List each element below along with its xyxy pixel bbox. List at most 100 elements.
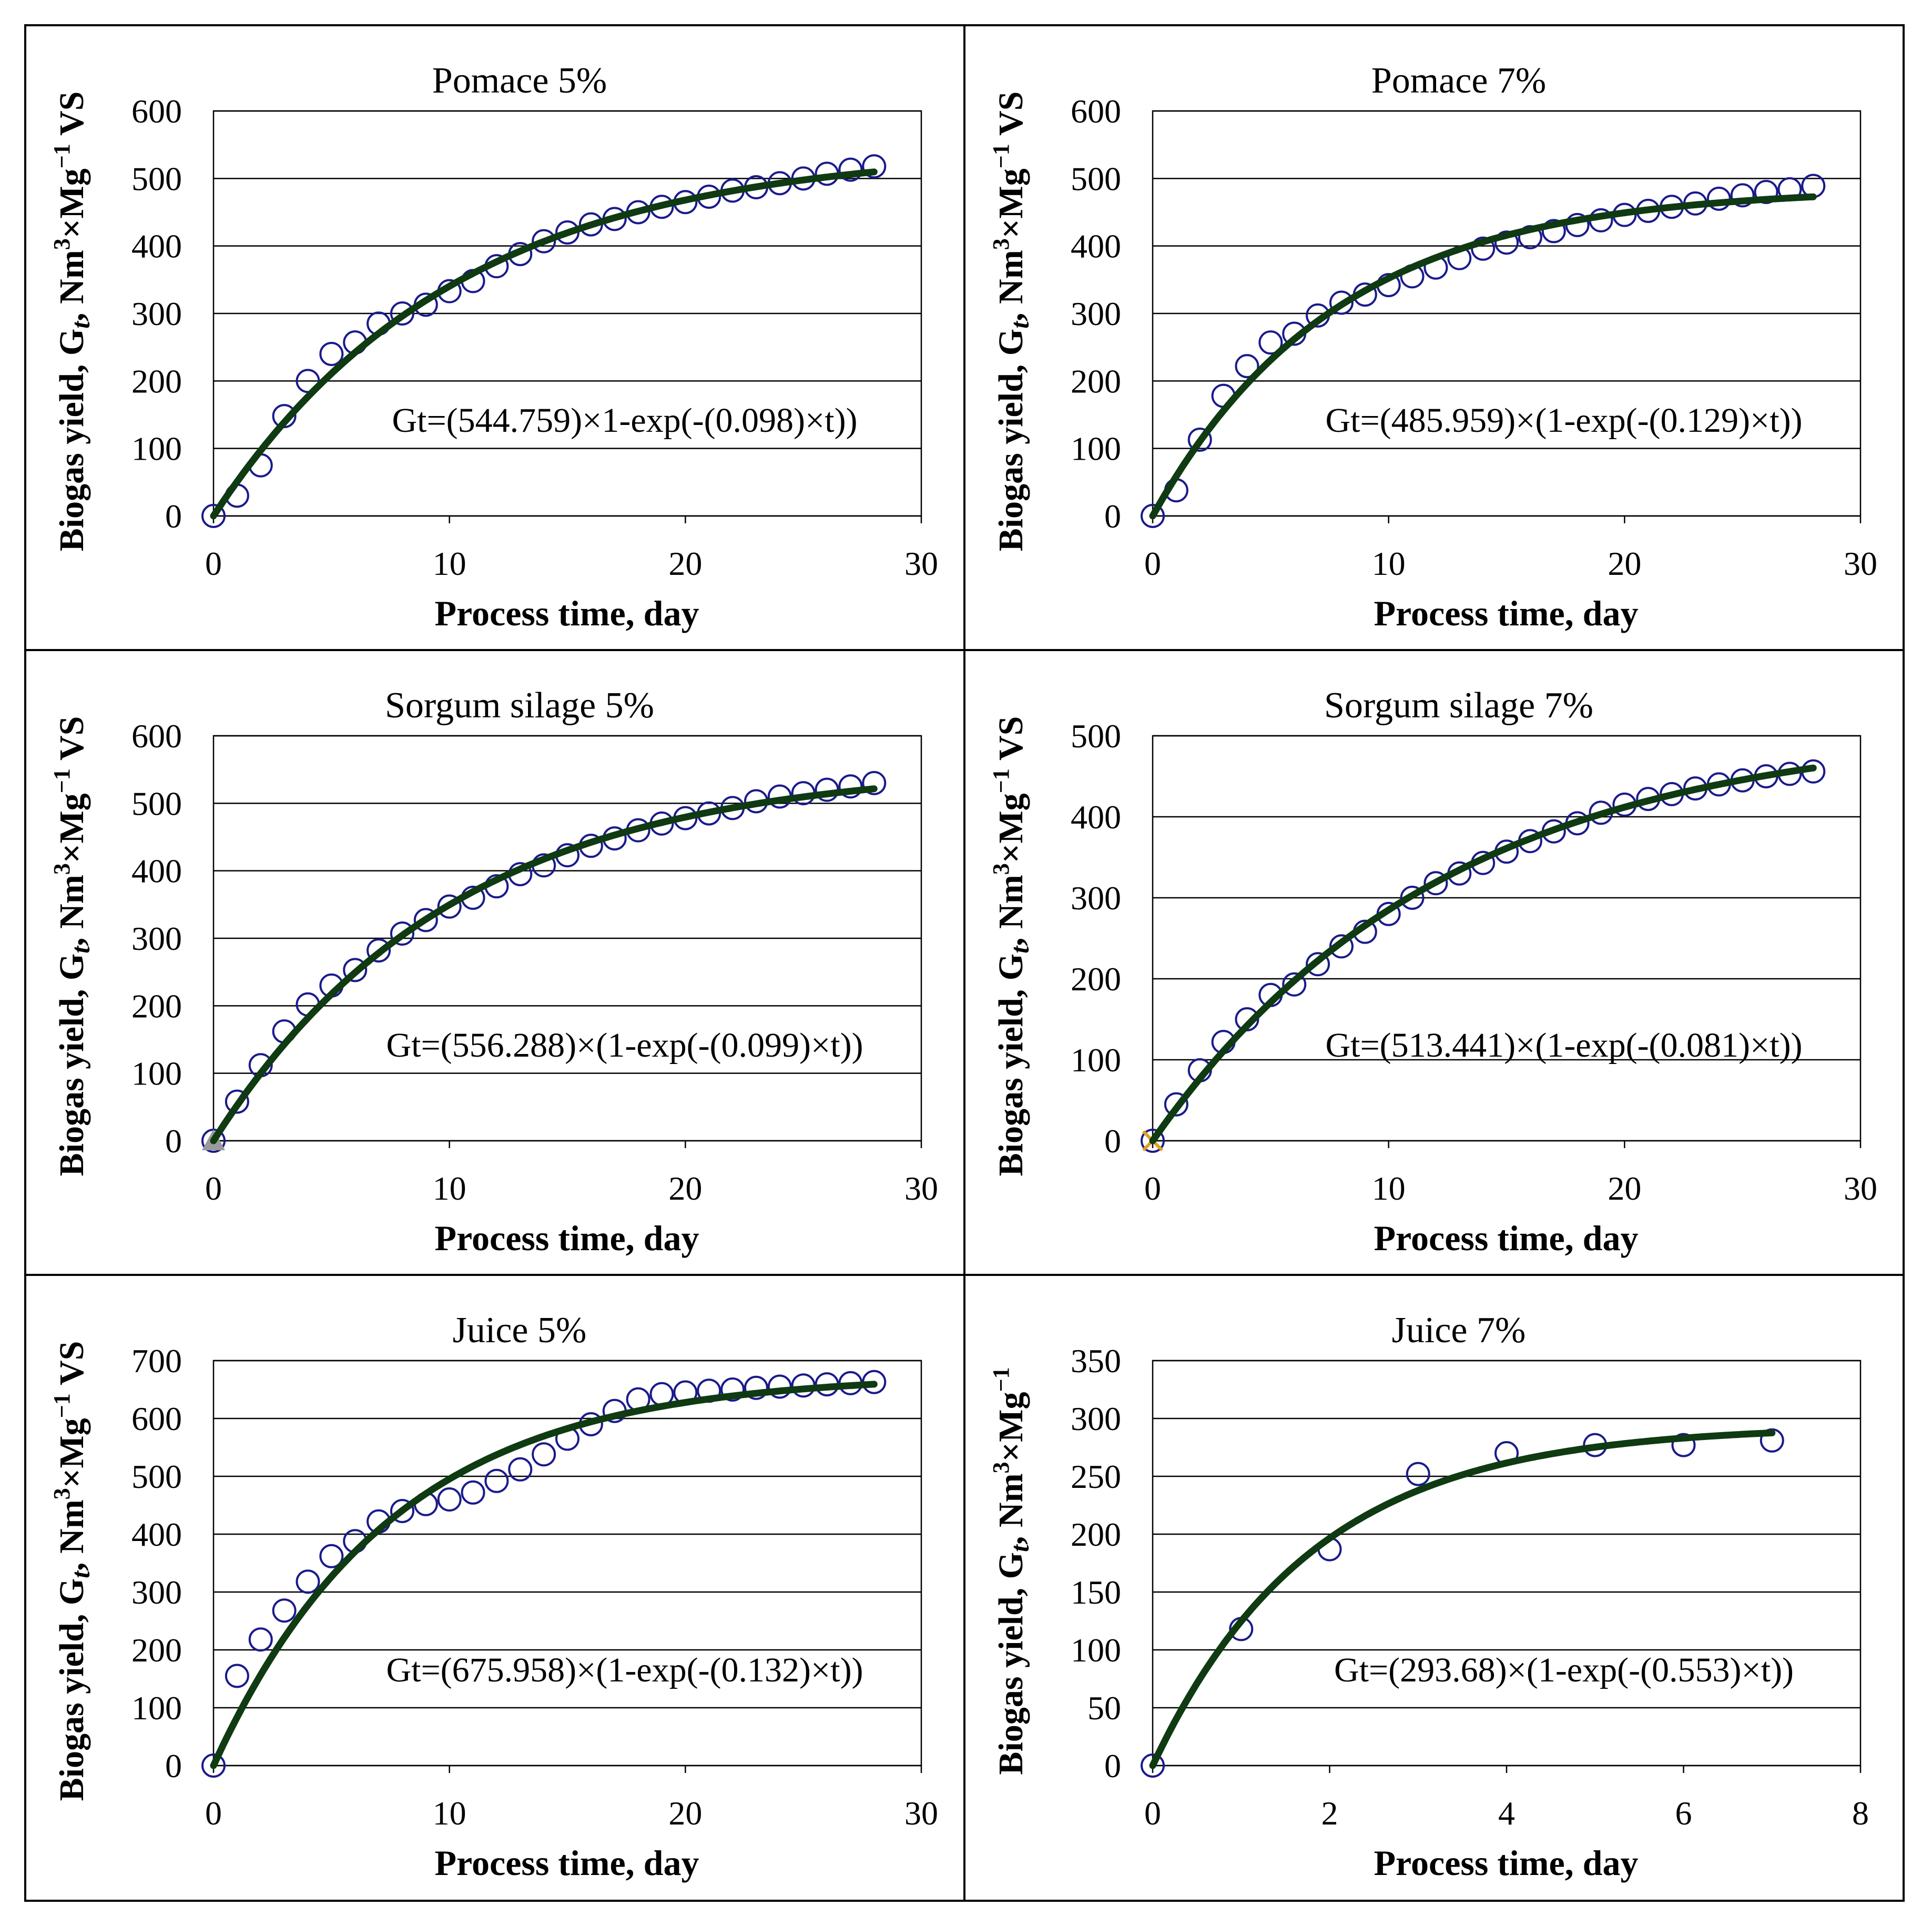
data-point (1671, 1433, 1696, 1457)
x-tick-label: 0 (205, 1170, 222, 1207)
data-point (532, 229, 556, 254)
y-axis-label: Biogas yield, Gt, Nm3×Mg−1 VS (49, 92, 95, 552)
y-axis-label-part: Biogas yield, G (992, 1552, 1030, 1775)
x-tick-label: 10 (1372, 545, 1406, 582)
y-tick-label: 200 (131, 1631, 182, 1669)
chart-panel-1: 0 100 200 300 400 500 600 0 10 20 30 Pomace 5% Proce… (49, 60, 938, 633)
x-axis-label: Process time, day (1374, 1218, 1639, 1258)
data-point (390, 301, 414, 326)
data-point (720, 1377, 745, 1402)
chart-title: Pomace 7% (1371, 60, 1546, 101)
data-point (838, 157, 863, 182)
model-equation: Gt=(675.958)×(1-exp(-(0.132)×t)) (386, 1651, 863, 1689)
y-axis-label-part: t (66, 945, 95, 954)
data-point (1760, 1428, 1784, 1453)
y-tick-label: 50 (1087, 1689, 1121, 1727)
y-tick-label: 200 (1071, 960, 1121, 998)
y-axis-label-part: t (66, 1570, 95, 1578)
y-axis-label-part: −1 (49, 1393, 75, 1418)
model-equation: Gt=(513.441)×(1-exp(-(0.081)×t)) (1325, 1026, 1802, 1065)
y-axis-label-part: 3 (49, 1488, 75, 1499)
data-point (437, 1487, 462, 1512)
panel-border (963, 1274, 1905, 1902)
y-axis-label-part: 3 (49, 238, 75, 250)
data-point (1754, 180, 1778, 204)
y-tick-label: 0 (165, 1122, 182, 1160)
chart-title: Juice 7% (1392, 1310, 1526, 1351)
data-point (1141, 1129, 1165, 1153)
data-point (1258, 330, 1283, 355)
data-point (343, 958, 368, 982)
data-point (508, 1457, 533, 1482)
y-axis-label-part: ×Mg (53, 1418, 91, 1488)
y-tick-label: 600 (131, 1400, 182, 1437)
x-tick-label: 0 (205, 1795, 222, 1832)
y-tick-label: 600 (131, 717, 182, 755)
chart-panel-3: 0 100 200 300 400 500 600 0 10 20 30 Sorgum silage … (49, 685, 938, 1258)
chart-panel-6: 0 50 100 150 200 250 300 350 0 2 4 6 8 Juice 7% Proces… (988, 1310, 1869, 1883)
x-tick-label: 4 (1498, 1795, 1515, 1832)
y-axis-label-part: t (1005, 1544, 1034, 1552)
data-point (1423, 871, 1448, 896)
y-tick-label: 400 (131, 228, 182, 265)
y-axis-label-part: −1 (988, 1367, 1014, 1392)
model-equation: Gt=(293.68)×(1-exp(-(0.553)×t)) (1334, 1651, 1794, 1689)
data-point (862, 771, 887, 795)
y-tick-label: 300 (1071, 879, 1121, 917)
data-point (1494, 230, 1519, 255)
y-axis-label-part: VS (53, 716, 91, 769)
data-point (461, 1480, 485, 1505)
y-tick-label: 100 (1071, 1041, 1121, 1079)
y-axis-label: Biogas yield, Gt, Nm3×Mg−1 (988, 1367, 1034, 1775)
y-axis-label-part: −1 (49, 768, 75, 793)
x-tick-label: 2 (1321, 1795, 1338, 1832)
data-point (1282, 972, 1307, 997)
data-point (413, 908, 438, 932)
x-tick-label: 0 (205, 545, 222, 582)
x-tick-label: 10 (433, 1170, 466, 1207)
y-axis-label-part: , Nm (992, 1473, 1030, 1545)
fitted-curve (210, 168, 878, 520)
fitted-curve (1149, 1429, 1776, 1769)
y-axis-label-part: −1 (988, 768, 1014, 793)
y-axis-label-part: 3 (988, 238, 1014, 250)
x-axis-label: Process time, day (435, 1843, 699, 1883)
x-tick-label: 20 (668, 1170, 702, 1207)
data-point (744, 1375, 768, 1400)
x-tick-label: 6 (1675, 1795, 1692, 1832)
x-tick-label: 30 (1844, 1170, 1877, 1207)
y-axis-label-part: Biogas yield, G (53, 1578, 91, 1801)
y-tick-label: 100 (131, 430, 182, 468)
y-tick-label: 300 (131, 295, 182, 332)
y-axis-label-part: −1 (988, 144, 1014, 168)
data-point (390, 1499, 414, 1523)
chart-title: Pomace 5% (432, 60, 607, 101)
y-tick-label: 300 (131, 920, 182, 957)
y-tick-label: 700 (131, 1342, 182, 1380)
y-tick-label: 500 (1071, 717, 1121, 755)
data-point (201, 504, 226, 528)
y-tick-label: 400 (1071, 228, 1121, 265)
plot-area (1152, 1360, 1862, 1767)
y-tick-label: 100 (1071, 1631, 1121, 1669)
y-axis-label-part: −1 (49, 144, 75, 168)
x-tick-label: 20 (668, 545, 702, 582)
data-point (862, 154, 887, 179)
y-axis-label-part: 3 (49, 863, 75, 875)
data-point (1400, 886, 1425, 910)
y-tick-label: 200 (1071, 362, 1121, 400)
plot-area (212, 735, 922, 1142)
y-tick-label: 500 (131, 1458, 182, 1495)
plot-area (212, 1360, 922, 1767)
y-axis-label: Biogas yield, Gt, Nm3×Mg−1 VS (49, 1341, 95, 1801)
y-axis-label-part: VS (992, 92, 1030, 144)
x-tick-label: 8 (1852, 1795, 1869, 1832)
x-tick-label: 20 (1608, 1170, 1641, 1207)
plot-area (1152, 110, 1862, 517)
y-tick-label: 300 (1071, 1400, 1121, 1437)
y-tick-label: 600 (131, 93, 182, 130)
chart-title: Juice 5% (453, 1310, 587, 1351)
y-axis-label: Biogas yield, Gt, Nm3×Mg−1 VS (49, 716, 95, 1177)
y-tick-label: 300 (131, 1574, 182, 1611)
